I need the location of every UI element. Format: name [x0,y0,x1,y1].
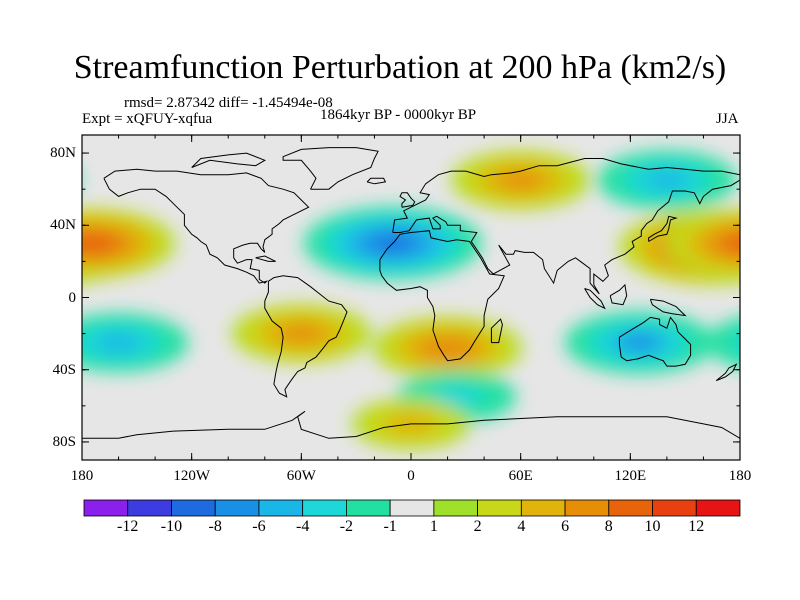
stats-label: rmsd= 2.87342 diff= -1.45494e-08 [124,95,333,111]
colorbar-label: 1 [429,518,438,535]
colorbar-label: 12 [688,518,705,535]
anomaly-ring-wrap [0,153,73,207]
borneo-coast [609,283,628,306]
colorbar-box [302,499,347,517]
africa-coast [379,230,505,362]
colorbar-label: -1 [383,518,397,535]
anomaly-core [499,171,543,190]
y-tick-label: 0 [68,289,77,306]
colorbar-label: -6 [252,518,266,535]
colorbar-label: -4 [295,518,310,535]
eurasia-coast [392,158,740,295]
season-label: JJA [716,111,739,127]
anomaly-core [279,324,323,343]
colorbar-box [433,499,479,517]
anomaly-ring-wrap [704,225,740,262]
new-guinea-coast [649,298,687,317]
colorbar-box [345,499,391,517]
anomaly-core [619,334,660,351]
colorbar-box [652,499,697,517]
y-tick-label: 40N [50,217,76,234]
x-tick-label: 120E [614,468,647,484]
colorbar-label: 4 [517,518,526,535]
colorbar-box [214,499,260,517]
chart-title: Streamfunction Perturbation at 200 hPa (… [73,49,727,86]
anomaly-ring-wrap [722,233,740,254]
x-tick-label: 60W [286,468,316,484]
x-tick-label: 0 [407,468,415,484]
anomaly-core [82,236,109,251]
colorbar-box [389,499,435,517]
anomaly-ring-wrap [733,333,740,353]
arctic-islands-coast [191,152,266,168]
anomaly-ring-wrap [755,334,798,352]
anomaly-ring-wrap [0,162,52,198]
colorbar-box [127,499,172,517]
colorbar-box [695,499,741,517]
greenland-coast [282,147,379,190]
anomaly-core [97,333,140,352]
y-tick-label: 40S [52,361,76,378]
colorbar-label: -12 [117,518,139,535]
anomaly-core [427,339,468,357]
period-label: 1864kyr BP - 0000kyr BP [320,107,477,123]
colorbar-box [83,499,129,517]
anomaly-ring-wrap [0,171,30,189]
x-tick-label: 180 [728,468,752,484]
anomaly-ring-wrap [755,334,798,352]
new-zealand-coast [715,363,738,382]
colorbar-box [477,499,522,517]
anomaly-ring-wrap [38,240,70,253]
colorbar-label: 8 [604,518,613,535]
colorbar-label: 6 [561,518,570,535]
south-america-coast [264,275,348,398]
japan-coast [648,215,678,242]
y-tick-label: 80S [52,433,76,450]
colorbar-box [171,499,216,517]
colorbar-label: 10 [644,518,661,535]
colorbar-label: -10 [160,518,183,535]
iceland-coast [366,177,387,185]
colorbar-label: 2 [473,518,482,535]
x-tick-label: 180 [70,468,94,484]
anomaly-core [645,171,689,190]
colorbar-box [608,499,653,517]
y-tick-label: 80N [50,145,76,162]
anomaly-layer [0,150,798,450]
antarctica-coast [82,410,740,439]
uk-coast [399,192,416,208]
north-america-coast [103,168,310,284]
anomaly-core [430,385,484,409]
x-tick-label: 120W [173,468,210,484]
x-tick-label: 60E [508,468,533,484]
australia-coast [618,316,692,367]
sumatra-coast [584,288,606,310]
anomaly-ring-wrap [0,171,30,189]
experiment-label: Expt = xQFUY-xqfua [82,111,213,127]
anomaly-ring-wrap [731,237,740,250]
colorbar-box [520,499,566,517]
colorbar-box [564,499,610,517]
anomaly-ring-wrap [30,237,79,257]
colorbar-label: -8 [208,518,222,535]
madagascar-coast [490,318,503,344]
colorbar-box [258,499,304,517]
colorbar-label: -2 [339,518,354,535]
anomaly-ring-wrap [712,320,740,365]
cuba-coast [255,255,276,262]
